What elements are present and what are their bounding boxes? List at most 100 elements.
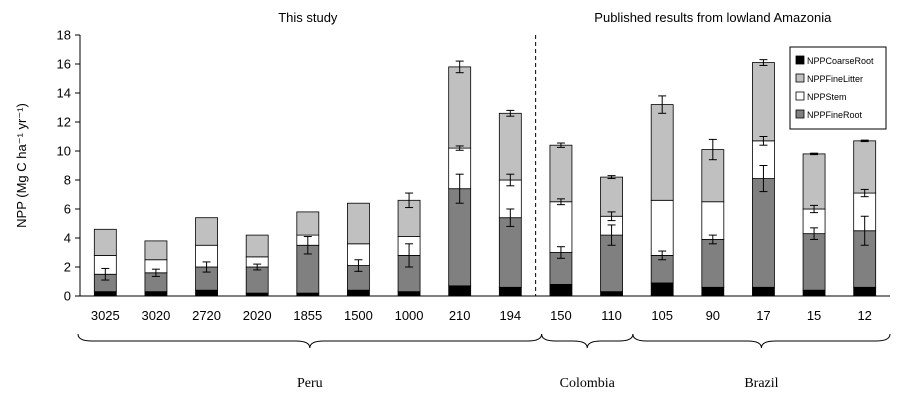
section-label-this-study: This study	[278, 10, 338, 25]
x-tick-label: 1500	[344, 308, 373, 323]
error-bar	[607, 211, 616, 222]
bar-segment-nppstem	[650, 199, 674, 256]
error-bar	[556, 198, 565, 206]
legend: NPPCoarseRoot NPPFineLitter NPPStem NPPFine…	[789, 46, 887, 130]
bar-segment-nppfinelitter	[650, 104, 674, 201]
error-bar	[607, 175, 616, 180]
x-tick-label: 105	[651, 308, 673, 323]
error-bar	[455, 145, 464, 151]
x-tick-label: 2020	[243, 308, 272, 323]
error-bar	[101, 267, 110, 281]
bar-segment-nppfineroot	[752, 178, 775, 288]
error-bar	[860, 215, 869, 246]
error-bar	[759, 165, 768, 193]
error-bar	[708, 234, 717, 245]
error-bar	[354, 259, 363, 272]
bar-segment-nppfinelitter	[144, 240, 168, 261]
bar-segment-nppfinelitter	[853, 140, 877, 194]
bar-segment-nppfineroot	[498, 217, 522, 288]
y-tick-label: 0	[64, 289, 71, 304]
bar-segment-nppcoarseroot	[195, 289, 218, 297]
legend-swatch-nppfinelitter	[795, 73, 805, 83]
x-tick-label: 17	[756, 308, 770, 323]
bar-segment-nppcoarseroot	[245, 292, 269, 297]
bar-segment-nppcoarseroot	[498, 286, 522, 297]
legend-label-nppcoarseroot: NPPCoarseRoot	[807, 56, 874, 66]
bar-segment-nppcoarseroot	[600, 291, 623, 297]
bar-segment-nppfinelitter	[245, 234, 269, 258]
error-bar	[506, 109, 515, 117]
legend-swatch-nppstem	[795, 91, 805, 101]
error-bar	[253, 263, 262, 271]
x-tick-label: 12	[857, 308, 871, 323]
bar-segment-nppcoarseroot	[650, 282, 674, 297]
bar-segment-nppcoarseroot	[752, 286, 775, 297]
bar-segment-nppfinelitter	[752, 62, 775, 142]
bars	[93, 62, 877, 297]
y-tick-label: 2	[64, 260, 71, 275]
bar-segment-nppcoarseroot	[853, 286, 877, 297]
bar-segment-nppfinelitter	[448, 66, 472, 149]
bar-segment-nppfinelitter	[498, 112, 522, 181]
error-bar	[405, 243, 414, 268]
error-bar	[506, 208, 515, 227]
country-braces: Peru Colombia Brazil	[77, 333, 891, 391]
group-label-brazil: Brazil	[744, 376, 778, 391]
x-tick-label: 3020	[141, 308, 170, 323]
x-tick-label: 1855	[293, 308, 322, 323]
y-tick-label: 18	[57, 28, 71, 43]
y-tick-label: 16	[57, 57, 71, 72]
bar-segment-nppfinelitter	[549, 144, 573, 203]
x-tick-label: 90	[706, 308, 720, 323]
error-bar	[658, 250, 667, 261]
error-bar	[860, 139, 869, 143]
bar-segment-nppcoarseroot	[93, 291, 117, 297]
error-bar	[759, 136, 768, 146]
bar-segment-nppfineroot	[701, 239, 725, 288]
error-bar	[810, 204, 819, 214]
legend-swatch-nppfineroot	[795, 109, 805, 119]
error-bar	[708, 138, 717, 161]
x-tick-label: 110	[601, 308, 622, 323]
error-bar	[860, 188, 869, 198]
bar-segment-nppcoarseroot	[448, 285, 472, 297]
legend-label-nppfineroot: NPPFineRoot	[807, 110, 863, 120]
bar-segment-nppcoarseroot	[549, 283, 573, 297]
group-label-peru: Peru	[297, 376, 323, 391]
error-bar	[151, 268, 160, 277]
error-bar	[303, 236, 312, 255]
x-tick-label: 210	[449, 308, 471, 323]
error-bar	[607, 224, 616, 246]
x-tick-label: 15	[807, 308, 821, 323]
bar-segment-nppfinelitter	[802, 153, 826, 210]
y-tick-label: 10	[57, 144, 71, 159]
y-tick-label: 6	[64, 202, 71, 217]
error-bar	[405, 192, 414, 209]
error-bar	[556, 246, 565, 259]
brace-peru	[77, 333, 543, 349]
bar-segment-nppfineroot	[802, 233, 826, 291]
error-bar	[658, 95, 667, 114]
brace-colombia	[541, 333, 634, 349]
legend-box	[789, 46, 887, 130]
bar-segment-nppfinelitter	[296, 211, 320, 236]
legend-label-nppfinelitter: NPPFineLitter	[807, 74, 863, 84]
bar-segment-nppcoarseroot	[701, 286, 725, 297]
y-tick-label: 14	[57, 86, 71, 101]
x-tick-label: 1000	[395, 308, 424, 323]
error-bar	[455, 60, 464, 74]
bar-segment-nppcoarseroot	[802, 289, 826, 297]
bar-segment-nppfinelitter	[347, 202, 370, 245]
bar-segment-nppfinelitter	[195, 217, 218, 246]
y-tick-label: 4	[64, 231, 71, 246]
error-bar	[810, 152, 819, 156]
section-label-published: Published results from lowland Amazonia	[594, 10, 832, 25]
y-ticks: 0 2 4 6 8 10 12 14 16 18	[57, 28, 80, 304]
error-bar	[759, 59, 768, 66]
error-bars	[101, 59, 869, 281]
x-ticks: 3025 3020 2720 2020 1855 1500 1000 210 194 150 110…	[91, 308, 872, 323]
x-tick-label: 194	[499, 308, 521, 323]
brace-brazil	[632, 333, 891, 349]
x-tick-label: 3025	[91, 308, 120, 323]
